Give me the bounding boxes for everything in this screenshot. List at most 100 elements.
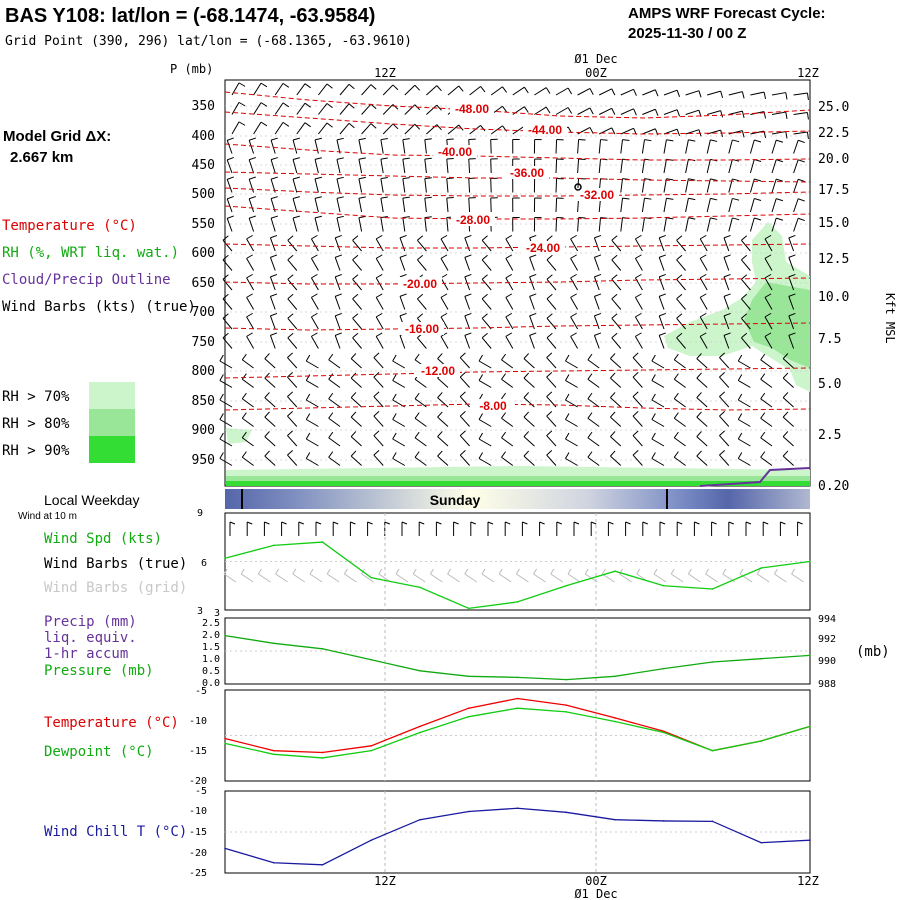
wind-barb-flag (238, 101, 246, 107)
wind-barb-shaft (620, 108, 634, 115)
wind-barb (641, 197, 652, 213)
surface-barb-flag (797, 521, 803, 525)
wind-barb (222, 254, 233, 271)
wind-barb (226, 156, 234, 174)
wind-barb (577, 107, 594, 115)
wind-barb-shaft (264, 397, 276, 408)
wind-barb-flag (673, 451, 679, 458)
wind-barb-flag (399, 312, 407, 317)
wind-barb (793, 198, 805, 213)
wind-barb (352, 274, 362, 291)
wind-barb (634, 234, 643, 252)
wind-barb-shaft (306, 360, 319, 369)
wind-barb (399, 254, 407, 271)
wind-barb (764, 234, 773, 252)
wind-barb-flag (352, 235, 359, 241)
wind-barb-flag (611, 108, 616, 115)
wind-barb (334, 293, 342, 310)
height-tick-7.5: 7.5 (818, 332, 841, 347)
wind-barb (764, 332, 773, 349)
wind-barb-shaft (749, 217, 755, 232)
series-point (565, 678, 568, 681)
wind-barb-flag (287, 411, 293, 417)
wind-barb-flag (305, 452, 311, 459)
wind-barb (352, 254, 362, 271)
grid-barb-flag (550, 568, 555, 575)
wind-barb (546, 352, 557, 369)
wind-barb-shaft (620, 127, 634, 135)
wind-barb-shaft (334, 276, 341, 291)
wind-barb-flag (676, 129, 681, 136)
series-point (272, 753, 275, 756)
isotherm-label-bg (416, 364, 460, 377)
series-point (419, 725, 421, 728)
height-unit-label: Kft MSL (883, 293, 897, 344)
wind-barb-shaft (534, 87, 547, 96)
wind-barb-shaft (501, 437, 514, 447)
wind-barb-flag (417, 313, 424, 319)
wind-barb-flag (402, 157, 410, 160)
wind-barb-shaft (598, 159, 602, 174)
axis-tick--5: -5 (195, 786, 207, 797)
wind-barb-shaft (402, 178, 406, 193)
wind-barb-shaft (696, 436, 708, 447)
wind-barb-shaft (350, 397, 362, 408)
wind-barb-shaft (593, 296, 600, 310)
height-tick-25.0: 25.0 (818, 100, 849, 115)
wind-barb-flag (611, 88, 616, 96)
wind-barb (651, 393, 665, 408)
wind-barb (414, 392, 427, 408)
wind-barb-flag (424, 157, 432, 160)
wind-barb-flag (760, 431, 766, 439)
grid-barb-flag (240, 568, 245, 575)
wind-barb-shaft (632, 376, 643, 388)
wind-barb-shaft (310, 316, 319, 330)
wind-barb-flag (764, 312, 772, 318)
wind-barb-flag (287, 274, 294, 280)
grid-barb-shaft (292, 573, 306, 583)
isotherm-line (224, 243, 811, 249)
wind-barb (699, 293, 708, 310)
wind-barb-shaft (241, 417, 254, 427)
wind-barb-flag (414, 392, 420, 400)
wind-barb-shaft (248, 140, 255, 154)
height-tick-2.5: 2.5 (818, 428, 841, 443)
grid-barb-flag (756, 568, 761, 575)
wind-barb-shaft (555, 217, 558, 232)
bottom-time-12z-2: 12Z (797, 874, 819, 888)
height-tick-0.20: 0.20 (818, 479, 849, 494)
wind-barb-shaft (505, 297, 514, 310)
wind-barb (447, 85, 464, 96)
grid-wind-barb (515, 568, 529, 583)
wind-barb-flag (227, 137, 234, 141)
grid-wind-barb (223, 568, 237, 583)
wind-barb-shaft (414, 456, 427, 466)
wind-barb (696, 372, 708, 388)
wind-barb-flag (570, 234, 577, 240)
wind-barb-flag (760, 353, 766, 361)
wind-barb-flag (776, 139, 784, 143)
wind-tick-3: 3 (197, 606, 203, 617)
wind-barb-flag (719, 391, 725, 397)
wind-barb (676, 274, 686, 291)
grid-barb-shaft (481, 573, 495, 583)
wind-barb (728, 91, 745, 99)
series-point (224, 737, 226, 740)
wind-barb-flag (594, 332, 602, 336)
wind-barb-flag (358, 137, 366, 141)
isotherm-label: -8.00 (479, 399, 507, 413)
wind-barb-flag (622, 197, 630, 200)
wind-barb (663, 158, 674, 174)
wind-barb-flag (478, 393, 484, 401)
wind-barb (264, 392, 276, 408)
wind-barb-shaft (793, 140, 799, 154)
wind-barb-shaft (459, 415, 470, 427)
wind-barb-flag (754, 217, 762, 221)
wind-barb-shaft (620, 159, 624, 174)
wind-barb-flag (414, 353, 420, 361)
axis-tick-1.5: 1.5 (202, 642, 220, 653)
wind-barb-flag (611, 254, 618, 261)
wind-barb (632, 450, 643, 466)
wind-barb (459, 391, 470, 408)
wind-barb-flag (481, 274, 488, 280)
